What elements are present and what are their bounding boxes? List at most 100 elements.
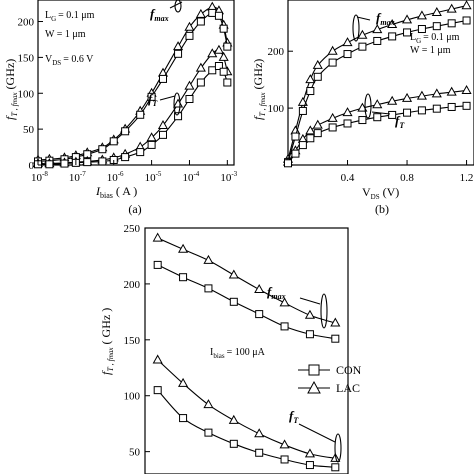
panel-a-series-3-point-15 [214,62,223,70]
panel-c-series-0-point-7 [330,317,341,327]
panel-a-frame [37,0,235,166]
panel-a-series-1-point-5 [98,145,107,154]
panel-c-series-3-point-0 [153,386,162,395]
panel-c-series-1-point-0 [153,260,162,269]
panel-b-series-0-point-4 [312,59,323,69]
panel-c-series-3-point-3 [229,439,238,448]
panel-c-series-1-point-3 [229,297,238,306]
panel-b-series-1-point-11 [417,25,426,34]
panel-a-series-3-point-4 [83,158,92,167]
panel-a-series-0-point-13 [195,8,206,18]
panel-a-series-0-point-11 [173,41,184,51]
panel-b-series-3-point-6 [343,119,352,128]
panel-b-series-0-point-5 [327,45,338,55]
panel-a-series-3-point-11 [174,112,183,121]
panel-b: 0.4 0.8 1.2 100 200 LG = 0.1 μm W = 1 μm fmax… [251,0,474,216]
panel-b-series-1-point-7 [358,42,367,51]
panel-c-series-3-point-5 [280,455,289,464]
panel-b-series-3-point-13 [447,102,456,111]
panel-a-series-2-point-13 [195,62,206,72]
panel-b-series-0-point-13 [446,3,457,13]
panel-a-ytick-label-3: 150 [18,52,35,64]
panel-a-series-1-point-6 [109,137,118,146]
panel-b-annotation-lg: LG = 0.1 μm [410,32,460,45]
panel-b-series-2-point-13 [446,86,457,96]
panel-b-series-0-point-8 [372,24,383,34]
panel-c-series-0-point-3 [228,269,239,279]
panel-c-series-1-point-1 [179,273,188,282]
panel-c-ft-ellipse [334,433,342,463]
panel-a-series-1-point-11 [174,49,183,58]
panel-b-series-2-point-11 [416,90,427,100]
panel-b-series-1-point-1 [291,132,300,141]
panel-b-series-0-point-10 [401,14,413,24]
panel-b-ft-pointer [371,111,391,115]
panel-a-series-1-point-13 [196,17,205,26]
panel-a-series-3-point-13 [196,78,205,87]
panel-a-series-3-point-9 [147,140,156,149]
panel-c-series-2-point-3 [228,414,239,424]
panel-b-series-1-point-13 [447,19,456,28]
panel-a-ft-ellipse [173,92,181,116]
panel-c-series-2-point-0 [152,354,163,364]
panel-b-series-0-point-9 [387,18,398,28]
panel-c-ytick-label-0: 50 [129,447,141,459]
panel-c-series-1-point-7 [331,334,340,343]
panel-b-series-2-point-14 [461,84,472,94]
panel-c-series-3-point-4 [255,448,264,457]
panel-a-fmax-label: fmax [150,6,169,23]
panel-c-series-1-point-6 [305,330,314,339]
panel-b-series-3-point-11 [417,106,426,115]
panel-c-series-0-point-1 [178,243,189,253]
panel-b-series-2-point-4 [312,119,323,129]
panel-a-series-1-point-8 [136,110,145,119]
panel-c-series-3-point-1 [179,414,188,423]
panel-a: 10-8 10-7 10-6 10-5 10-4 10-3 0 50 100 150 200 LG =… [3,0,238,216]
panel-c-series-3-point-6 [305,461,314,470]
panel-b-series-2-point-10 [401,92,413,102]
panel-a-series-3-point-7 [121,153,130,162]
panel-b-label: (b) [375,202,389,216]
panel-a-ytick-label-4: 200 [18,17,35,29]
panel-c-ylabel: fT , fmax( GHz ) [99,308,115,375]
panel-a-ytick-label-0: 0 [29,160,35,172]
panel-b-series-1-point-10 [403,28,412,37]
panel-a-series-3-point-10 [158,130,167,139]
panel-a-series-3-point-1 [45,160,54,169]
panel-a-series-1-point-9 [147,92,156,101]
panel-b-series-3-point-10 [403,108,412,117]
panel-c-series-0-point-0 [152,232,163,242]
panel-c-fmax-pointer [299,297,321,305]
panel-a-series-2-point-10 [157,120,169,130]
panel-b-series-1-point-14 [462,16,471,25]
panel-b-series-3-point-9 [388,110,397,119]
panel-a-series-1-point-12 [185,31,194,40]
panel-b-xlabel: VDS (V) [362,185,399,201]
panel-a-annotation-vds: VDS = 0.6 V [45,54,94,67]
panel-c-ft-label: fT [289,408,299,425]
panel-b-series-0-point-3 [305,74,316,84]
panel-c-series-0-point-5 [279,297,290,307]
panel-a-ft-pointer [159,95,176,101]
panel-b-series-0-point-6 [342,37,353,47]
panel-c-series-2-point-4 [254,428,265,438]
panel-b-series-2-point-9 [387,95,398,105]
legend-lac-label: LAC [336,381,360,395]
panel-a-annotation-lg: LG = 0.1 μm [45,10,95,23]
panel-a-xtick-label-5: 10-3 [220,170,237,184]
panel-c-ytick-label-2: 150 [124,335,141,347]
legend-con-marker [308,364,320,376]
panel-b-ytick-label-0: 100 [268,103,285,115]
panel-c-ytick-label-4: 250 [124,223,141,235]
panel-b-series-1-point-2 [298,106,307,115]
panel-b-series-3-point-2 [298,141,307,150]
panel-b-series-2-point-5 [327,112,338,122]
panel-c-series-2-point-1 [178,377,189,387]
panel-a-xtick-label-3: 10-5 [145,170,162,184]
panel-c-annotation-ibias: Ibias = 100 μA [210,347,266,360]
panel-a-series-2-point-16 [218,51,229,61]
panel-a-ft-label: fT [148,91,158,108]
panel-a-series-3-point-17 [223,78,232,87]
panel-b-series-3-point-4 [313,129,322,138]
